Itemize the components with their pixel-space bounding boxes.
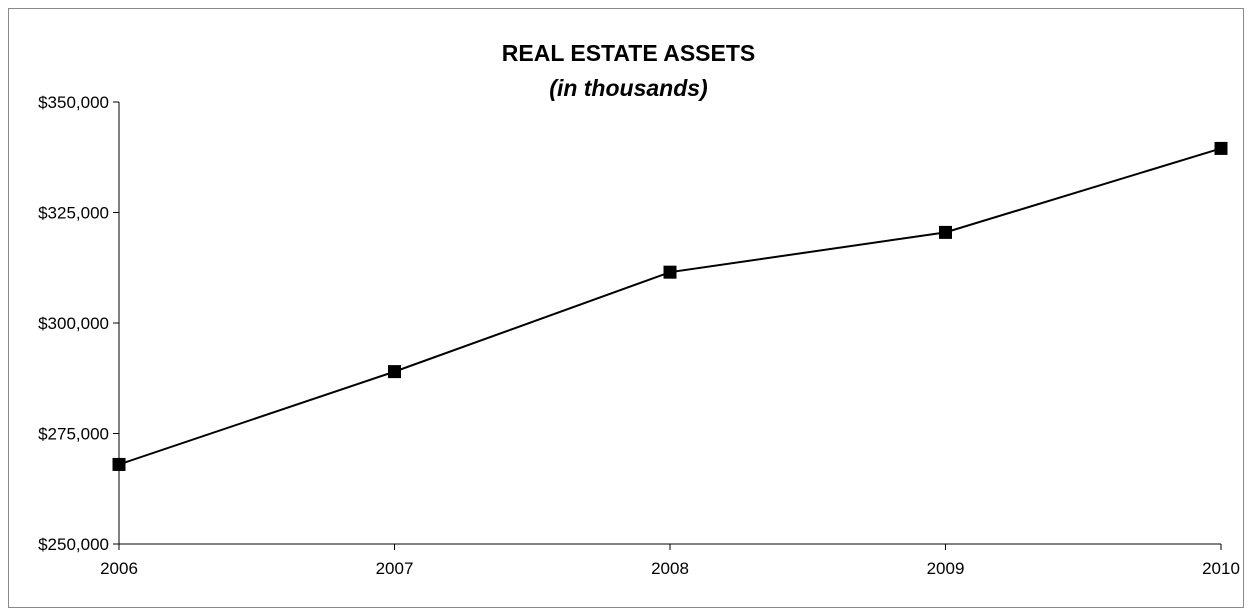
y-tick-label: $350,000 [38,93,109,112]
data-point-marker [112,457,126,471]
x-tick-label: 2007 [376,559,414,578]
chart-title: REAL ESTATE ASSETS [501,40,756,66]
data-point-marker [939,225,952,239]
line-chart: $250,000 $275,000 $300,000 $325,000 $350,000… [38,93,1240,578]
x-tick-label: 2010 [1202,559,1240,578]
series-line [118,147,1222,466]
data-point-marker [388,365,401,379]
y-tick-label: $250,000 [38,535,109,554]
x-tick-label: 2009 [927,559,965,578]
y-tick-label: $325,000 [38,204,109,223]
data-point-marker [663,265,677,279]
chart-subtitle: (in thousands) [549,75,708,101]
x-tick-label: 2008 [651,559,689,578]
y-tick-label: $275,000 [38,425,109,444]
data-point-marker [1214,141,1228,155]
x-tick-label: 2006 [100,559,138,578]
y-tick-label: $300,000 [38,314,109,333]
